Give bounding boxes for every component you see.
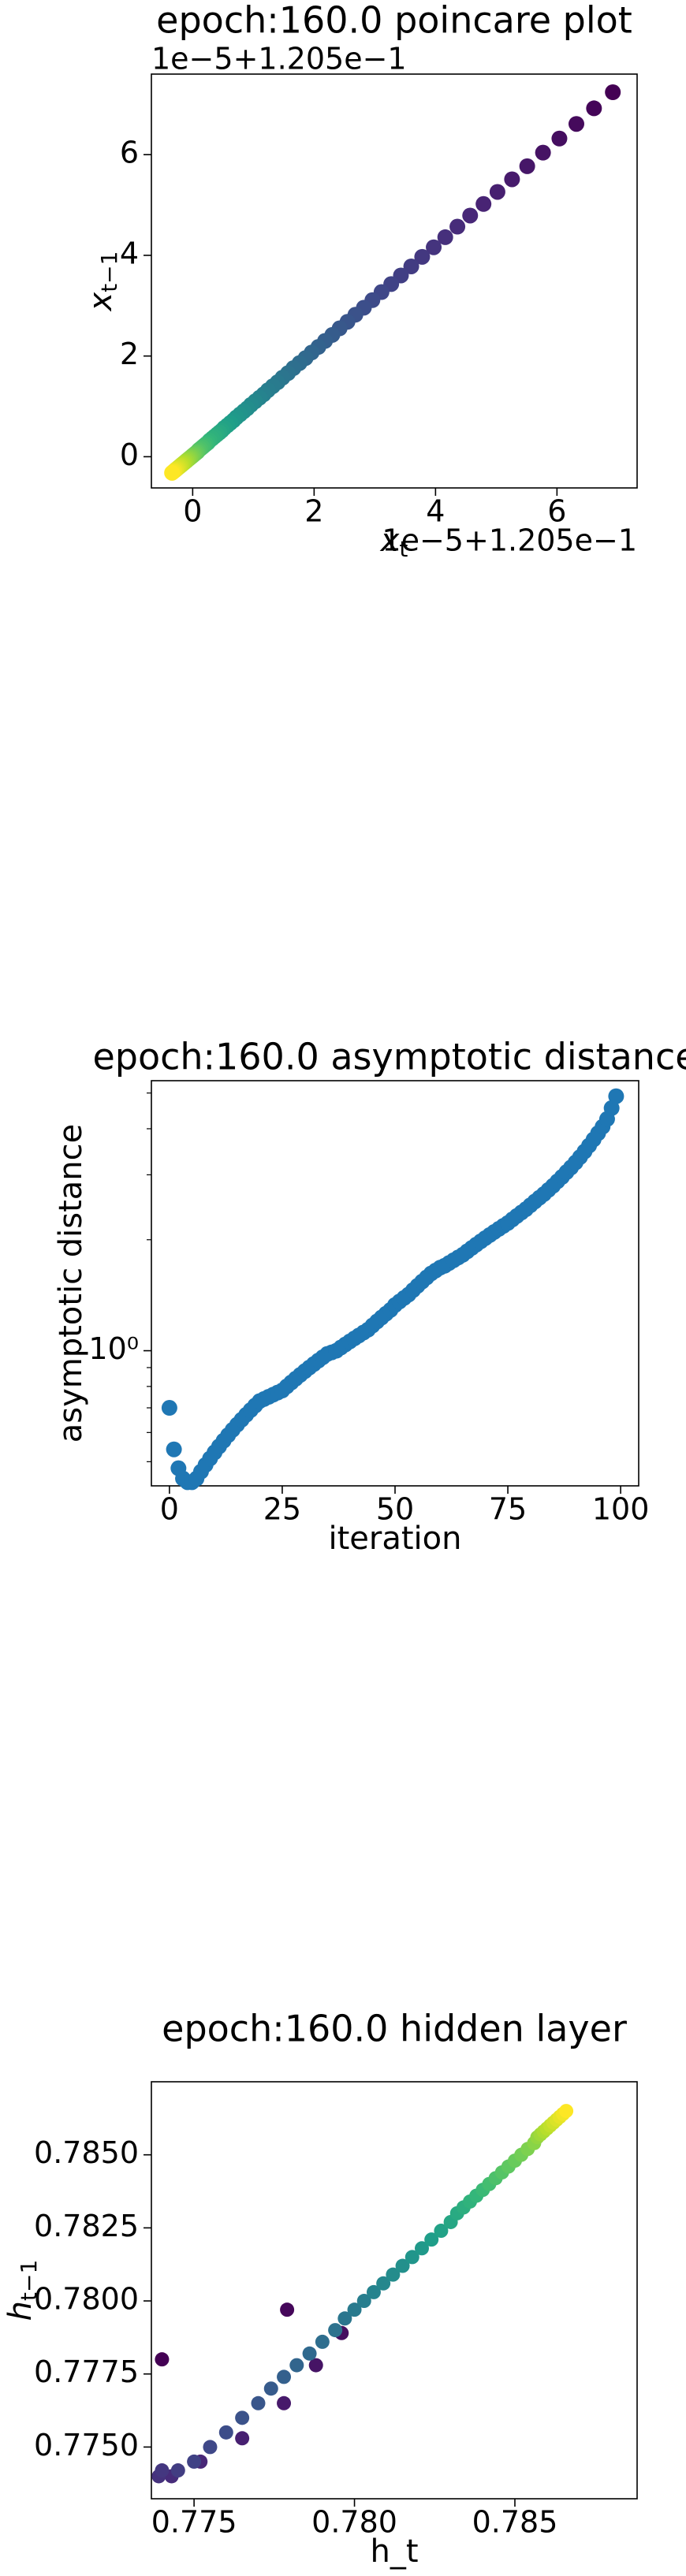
point <box>161 1400 177 1416</box>
plot-frame <box>151 73 638 489</box>
point <box>155 2352 170 2367</box>
point <box>395 2258 410 2273</box>
point <box>569 116 584 132</box>
point <box>277 2369 292 2384</box>
x-axis-label: h_t <box>370 2533 418 2570</box>
point <box>155 2463 170 2478</box>
y-tick-label: 0.7775 <box>34 2355 139 2389</box>
y-tick-label: 0 <box>120 437 139 472</box>
x-axis-label: iteration <box>329 1521 462 1557</box>
point <box>603 1100 620 1116</box>
point <box>605 84 621 100</box>
x-tick-label: 0.775 <box>151 2505 237 2540</box>
point <box>551 130 568 147</box>
x-tick-label: 2 <box>304 494 323 529</box>
point <box>586 100 602 117</box>
point <box>462 207 479 224</box>
point <box>559 2104 574 2119</box>
y-tick-label: 0.7750 <box>34 2428 139 2462</box>
point <box>403 258 419 274</box>
point <box>426 239 442 255</box>
x-tick-label: 6 <box>547 494 566 529</box>
x-tick-label: 50 <box>376 1492 414 1527</box>
point <box>280 2302 295 2317</box>
y-axis-label: asymptotic distance <box>53 1124 89 1443</box>
point <box>308 2358 323 2373</box>
plot-frame <box>151 2081 638 2500</box>
y-tick-label: 0.7850 <box>34 2135 139 2170</box>
y-tick-label: 0.7825 <box>34 2209 139 2243</box>
x-axis-label: xt <box>379 523 408 562</box>
y-tick-label: 4 <box>120 236 139 270</box>
y-tick-label: 2 <box>120 337 139 371</box>
y-tick-label: 0.7800 <box>34 2282 139 2317</box>
point <box>414 248 431 265</box>
point <box>170 2463 185 2478</box>
point <box>434 2224 449 2239</box>
point <box>302 2346 317 2361</box>
point <box>414 2241 429 2256</box>
point <box>489 184 505 200</box>
y-tick-label: 6 <box>120 136 139 170</box>
chart-title: epoch:160.0 hidden layer <box>162 2008 627 2050</box>
plot-frame <box>151 1080 639 1487</box>
point <box>449 218 466 235</box>
x-tick-label: 0.780 <box>311 2505 397 2540</box>
y-tick-label: 10⁰ <box>88 1331 139 1366</box>
point <box>386 2267 401 2282</box>
point <box>218 2425 233 2440</box>
point <box>315 2334 330 2349</box>
x-tick-label: 0.785 <box>472 2505 558 2540</box>
point <box>608 1088 624 1104</box>
x-tick-label: 0 <box>160 1492 179 1527</box>
point <box>337 2311 352 2326</box>
point <box>263 2381 278 2396</box>
point <box>187 2454 202 2469</box>
x-tick-label: 100 <box>592 1492 650 1527</box>
point <box>535 144 551 161</box>
y-axis-label: ht−1 <box>2 2260 42 2321</box>
point <box>235 2410 250 2425</box>
point <box>203 2440 218 2455</box>
point <box>166 1441 182 1457</box>
x-offset-label: 1e−5+1.205e−1 <box>382 523 637 558</box>
point <box>424 2232 439 2247</box>
point <box>405 2250 419 2265</box>
point <box>376 2276 391 2291</box>
x-tick-label: 75 <box>489 1492 527 1527</box>
point <box>164 464 181 481</box>
point <box>328 2323 343 2338</box>
y-axis-label: xt−1 <box>83 251 122 313</box>
point <box>235 2431 250 2446</box>
point <box>437 229 453 245</box>
point <box>251 2395 266 2410</box>
x-tick-label: 4 <box>426 494 445 529</box>
point <box>277 2395 292 2410</box>
y-offset-label: 1e−5+1.205e−1 <box>151 42 407 76</box>
point <box>504 171 520 188</box>
x-tick-label: 25 <box>263 1492 301 1527</box>
chart-title: epoch:160.0 poincare plot <box>156 0 632 42</box>
point <box>347 2302 362 2317</box>
x-tick-label: 0 <box>183 494 202 529</box>
point <box>475 195 492 212</box>
point <box>356 2294 371 2309</box>
point <box>366 2284 381 2299</box>
point <box>289 2358 304 2373</box>
point <box>519 158 535 174</box>
chart-title: epoch:160.0 asymptotic distance <box>92 1036 686 1078</box>
